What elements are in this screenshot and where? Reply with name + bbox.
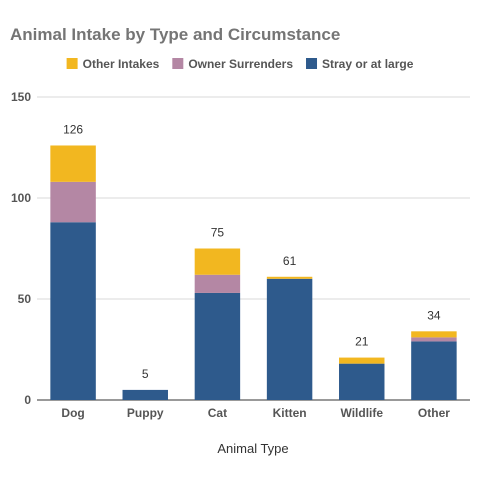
bar-other-stray-or-at-large — [411, 341, 457, 400]
total-label-cat: 75 — [211, 226, 225, 240]
bar-puppy-stray-or-at-large — [122, 389, 168, 400]
legend-item-stray-or-at-large: Stray or at large — [306, 57, 414, 71]
total-label-puppy: 5 — [142, 367, 149, 381]
legend-swatch-stray-or-at-large — [306, 58, 318, 69]
y-tick-label-150: 150 — [11, 90, 31, 104]
y-tick-label-50: 50 — [18, 292, 32, 306]
bar-wildlife-other-intakes — [339, 357, 385, 364]
legend-swatch-owner-surrenders — [172, 58, 184, 69]
legend-label-stray-or-at-large: Stray or at large — [322, 57, 414, 71]
bar-cat-stray-or-at-large — [194, 292, 241, 400]
total-label-wildlife: 21 — [355, 335, 369, 349]
bar-cat-other-intakes — [194, 248, 241, 275]
bar-wildlife-stray-or-at-large — [339, 363, 385, 400]
bar-kitten-stray-or-at-large — [266, 278, 313, 400]
bar-other-owner-surrenders — [411, 337, 457, 342]
y-tick-label-0: 0 — [24, 393, 31, 407]
x-axis-title: Animal Type — [217, 441, 288, 456]
bar-series — [50, 145, 457, 400]
x-tick-label-dog: Dog — [61, 406, 84, 420]
legend-item-other-intakes: Other Intakes — [66, 57, 160, 71]
x-tick-label-cat: Cat — [208, 406, 227, 420]
bar-dog-owner-surrenders — [50, 181, 96, 223]
legend-swatch-other-intakes — [66, 58, 78, 69]
x-tick-label-puppy: Puppy — [127, 406, 164, 420]
chart-legend: Other Intakes Owner Surrenders Stray or at… — [66, 57, 414, 71]
gridlines — [37, 96, 470, 401]
chart-title: Animal Intake by Type and Circumstance — [10, 25, 340, 44]
legend-label-other-intakes: Other Intakes — [83, 57, 160, 71]
bar-kitten-other-intakes — [266, 276, 313, 279]
x-tick-label-wildlife: Wildlife — [340, 406, 383, 420]
bar-other-other-intakes — [411, 331, 457, 338]
x-tick-label-kitten: Kitten — [273, 406, 307, 420]
total-label-kitten: 61 — [283, 254, 297, 268]
legend-label-owner-surrenders: Owner Surrenders — [188, 57, 293, 71]
bar-dog-stray-or-at-large — [50, 222, 96, 400]
bar-total-labels: 126 5 75 61 21 34 — [63, 122, 441, 380]
bar-cat-owner-surrenders — [194, 274, 241, 293]
y-tick-label-100: 100 — [11, 191, 31, 205]
x-axis-tick-labels: Dog Puppy Cat Kitten Wildlife Other — [61, 406, 450, 420]
legend-item-owner-surrenders: Owner Surrenders — [172, 57, 293, 71]
total-label-other: 34 — [427, 308, 441, 322]
x-tick-label-other: Other — [418, 406, 450, 420]
y-axis-tick-labels: 0 50 100 150 — [11, 90, 31, 407]
total-label-dog: 126 — [63, 122, 83, 136]
bar-dog-other-intakes — [50, 145, 96, 182]
